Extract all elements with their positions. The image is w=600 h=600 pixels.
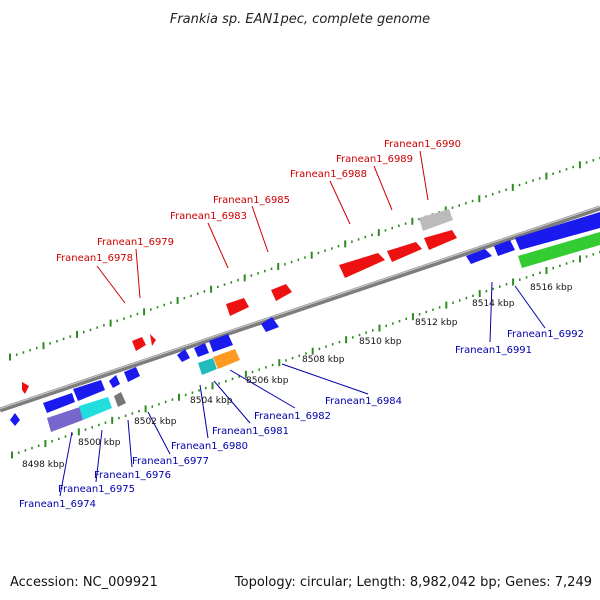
gene-arrow-blue[interactable] — [209, 334, 233, 352]
leader-line-6992 — [514, 285, 546, 329]
gene-label-6984[interactable]: Franean1_6984 — [325, 396, 402, 407]
gene-label-6975[interactable]: Franean1_6975 — [58, 484, 135, 495]
gene-arrow-blue[interactable] — [261, 317, 279, 332]
gene-arrow-teal[interactable] — [198, 358, 217, 375]
leader-line-6991 — [489, 281, 493, 343]
leader-line-6990 — [419, 150, 429, 201]
leader-line-6979 — [135, 248, 141, 299]
gene-label-6988[interactable]: Franean1_6988 — [290, 169, 367, 180]
scale-label: 8510 kbp — [359, 337, 402, 347]
gene-arrow-red[interactable] — [132, 337, 146, 351]
gene-arrow-red[interactable] — [387, 242, 422, 262]
gene-arrow-blue[interactable] — [466, 249, 492, 264]
scale-label: 8502 kbp — [134, 417, 177, 427]
gene-arrow-blue[interactable] — [494, 240, 515, 256]
gene-arrow-blue[interactable] — [43, 393, 75, 413]
leader-line-6984 — [281, 363, 369, 395]
forward-leader-lines — [96, 150, 429, 304]
gene-label-6981[interactable]: Franean1_6981 — [212, 426, 289, 437]
leader-line-6983 — [207, 222, 229, 269]
gene-label-6974[interactable]: Franean1_6974 — [19, 499, 96, 510]
reverse-genes — [10, 212, 600, 432]
gene-arrow-dark-gray[interactable] — [114, 392, 126, 407]
forward-genes — [22, 209, 457, 394]
scale-labels: 8498 kbp 8500 kbp 8502 kbp 8504 kbp 8506… — [22, 283, 573, 470]
leader-line-6982 — [229, 369, 296, 409]
gene-arrow-blue[interactable] — [515, 212, 600, 250]
scale-label: 8512 kbp — [415, 318, 458, 328]
leader-line-6974 — [59, 431, 73, 497]
leader-line-6981 — [213, 380, 251, 424]
gene-label-6992[interactable]: Franean1_6992 — [507, 329, 584, 340]
gene-arrow-green[interactable] — [518, 232, 600, 268]
reverse-leader-lines — [59, 281, 546, 497]
leader-line-6985 — [251, 205, 269, 253]
gene-label-6976[interactable]: Franean1_6976 — [94, 470, 171, 481]
scale-label: 8500 kbp — [78, 438, 121, 448]
gene-arrow-red[interactable] — [271, 284, 292, 301]
gene-arrow-blue[interactable] — [124, 367, 140, 382]
leader-line-6980 — [199, 384, 209, 439]
reverse-gene-labels: Franean1_6974 Franean1_6975 Franean1_697… — [19, 329, 584, 510]
leader-line-6975 — [95, 429, 103, 483]
gene-label-6982[interactable]: Franean1_6982 — [254, 411, 331, 422]
genome-summary-text: Topology: circular; Length: 8,982,042 bp… — [234, 575, 592, 590]
gene-label-6990[interactable]: Franean1_6990 — [384, 139, 461, 150]
scale-label: 8516 kbp — [530, 283, 573, 293]
gene-label-6991[interactable]: Franean1_6991 — [455, 345, 532, 356]
gene-arrow-gray[interactable] — [419, 209, 453, 231]
gene-label-6977[interactable]: Franean1_6977 — [132, 456, 209, 467]
gene-arrow-red[interactable] — [339, 253, 385, 278]
scale-label: 8508 kbp — [302, 355, 345, 365]
accession-text: Accession: NC_009921 — [10, 575, 158, 590]
gene-arrow-blue[interactable] — [73, 380, 105, 401]
gene-arrow-orange[interactable] — [213, 349, 240, 369]
gene-arrow-blue[interactable] — [177, 349, 190, 362]
gene-arrow-purple[interactable] — [47, 407, 83, 432]
forward-gene-labels: Franean1_6978 Franean1_6979 Franean1_698… — [56, 139, 461, 264]
gene-label-6978[interactable]: Franean1_6978 — [56, 253, 133, 264]
scale-label: 8506 kbp — [246, 376, 289, 386]
leader-line-6976 — [127, 419, 133, 468]
leader-line-6989 — [373, 165, 393, 211]
genome-backbone-highlight — [0, 205, 600, 410]
leader-line-6978 — [96, 265, 126, 304]
gene-label-6985[interactable]: Franean1_6985 — [213, 195, 290, 206]
scale-label: 8498 kbp — [22, 460, 65, 470]
gene-arrow-cyan[interactable] — [79, 397, 112, 420]
gene-label-6989[interactable]: Franean1_6989 — [336, 154, 413, 165]
map-title: Frankia sp. EAN1pec, complete genome — [170, 12, 430, 27]
gene-arrow-red[interactable] — [424, 230, 457, 250]
scale-label: 8504 kbp — [190, 396, 233, 406]
leader-line-6988 — [329, 180, 351, 225]
genome-backbone — [0, 205, 600, 413]
gene-label-6979[interactable]: Franean1_6979 — [97, 237, 174, 248]
gene-arrow-blue[interactable] — [109, 375, 120, 388]
leader-line-6977 — [147, 411, 171, 455]
gene-arrow-blue[interactable] — [10, 413, 20, 426]
forward-tick-track — [9, 156, 600, 361]
gene-label-6983[interactable]: Franean1_6983 — [170, 211, 247, 222]
gene-arrow-blue[interactable] — [194, 343, 209, 357]
gene-arrow-red[interactable] — [226, 298, 249, 316]
gene-arrow-red[interactable] — [22, 382, 29, 394]
gene-label-6980[interactable]: Franean1_6980 — [171, 441, 248, 452]
scale-label: 8514 kbp — [472, 299, 515, 309]
gene-arrow-red[interactable] — [150, 334, 156, 346]
